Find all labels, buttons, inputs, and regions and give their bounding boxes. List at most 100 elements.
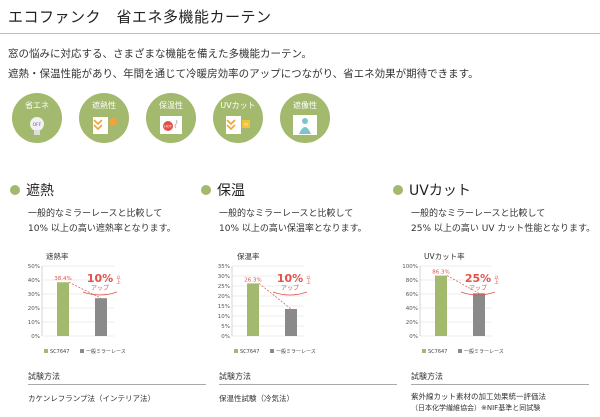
section-heading-heat-shield: 遮熱 [26, 183, 54, 199]
y-tick-label: 50% [28, 264, 40, 270]
feature-heat-shield: 遮熱性 [79, 93, 129, 143]
method-divider [219, 384, 397, 385]
method-title: 試験方法 [411, 372, 443, 381]
feature-uv-cut: UVカット UV [213, 93, 263, 143]
legend-swatch [44, 349, 48, 353]
comparison-line [446, 275, 480, 294]
method-title: 試験方法 [28, 372, 60, 381]
badge-sub: アップ [281, 285, 299, 292]
feature-label: 保温性 [159, 101, 183, 110]
legend-swatch [80, 349, 84, 353]
y-tick-label: 35% [218, 264, 230, 270]
comparison-line [68, 281, 102, 299]
y-tick-label: 15% [218, 304, 230, 310]
y-tick-label: 0% [221, 334, 230, 340]
badge-sub: アップ [91, 285, 109, 292]
chart-rate-label: UVカット率 [424, 252, 465, 261]
badge-sub: アップ [469, 285, 487, 292]
feature-heat-keep: 保温性 HOT [146, 93, 196, 143]
section-heading-uv-cut: UVカット [409, 183, 471, 199]
legend-label: 一般ミラーレース [86, 348, 126, 355]
legend-label: SC7647 [428, 349, 447, 355]
heat-keep-chart: 35%30%25%20%15%10%5%0%26.3% 10% 以上アップSC764… [218, 264, 316, 355]
page-title: エコファンク 省エネ多機能カーテン [8, 8, 272, 26]
feature-privacy: 遮像性 [280, 93, 330, 143]
method-text: カケンレフランプ法（インテリア法） [28, 394, 156, 403]
bar-sc7647 [247, 283, 259, 336]
y-tick-label: 5% [221, 324, 230, 330]
y-tick-label: 40% [28, 278, 40, 284]
data-label: 38.4% [54, 276, 71, 282]
y-tick-label: 0% [31, 334, 40, 340]
y-tick-label: 30% [218, 274, 230, 280]
method-divider [411, 384, 589, 385]
y-tick-label: 100% [402, 264, 418, 270]
uv-cut-icon: UV [226, 116, 250, 134]
bar-sc7647 [57, 282, 69, 336]
badge-value: 10% [277, 272, 303, 285]
bulb-off-icon: OFF [30, 117, 44, 135]
y-tick-label: 10% [28, 320, 40, 326]
feature-energy-saving: 省エネ OFF [12, 93, 62, 143]
y-tick-label: 0% [409, 334, 418, 340]
badge-suffix: 以上 [306, 275, 311, 284]
section-desc: 一般的なミラーレースと比較して [28, 209, 163, 219]
section-bullet [201, 185, 211, 195]
svg-text:HOT: HOT [164, 125, 172, 129]
legend-label: 一般ミラーレース [464, 348, 504, 355]
badge-value: 10% [87, 272, 113, 285]
y-tick-label: 25% [218, 284, 230, 290]
y-tick-label: 20% [28, 306, 40, 312]
section-desc: 10% 以上の高い保温率となります。 [219, 224, 367, 234]
legend-label: 一般ミラーレース [276, 348, 316, 355]
y-tick-label: 40% [406, 306, 418, 312]
svg-text:UV: UV [244, 123, 249, 127]
method-divider [28, 384, 206, 385]
legend-swatch [422, 349, 426, 353]
bar-mirror-lace [285, 309, 297, 336]
y-tick-label: 20% [406, 320, 418, 326]
legend-label: SC7647 [50, 349, 69, 355]
method-text-note: （日本化学繊維協会）※NIF基準と同試験 [411, 404, 541, 412]
bar-mirror-lace [473, 293, 485, 336]
legend-swatch [458, 349, 462, 353]
y-tick-label: 20% [218, 294, 230, 300]
badge-arc [460, 291, 496, 296]
heat-shield-icon [93, 117, 117, 134]
y-tick-label: 60% [406, 292, 418, 298]
feature-label: 遮像性 [293, 101, 317, 110]
section-bullet [393, 185, 403, 195]
data-label: 26.3% [244, 277, 261, 283]
badge-value: 25% [465, 272, 491, 285]
legend-label: SC7647 [240, 349, 259, 355]
section-desc: 10% 以上の高い遮熱率となります。 [28, 224, 176, 234]
badge-suffix: 以上 [494, 275, 499, 284]
svg-text:OFF: OFF [33, 122, 42, 128]
data-label: 86.3% [432, 270, 449, 276]
badge-suffix: 以上 [116, 275, 121, 284]
badge-arc [272, 291, 308, 296]
method-text: 保温性試験（冷気法） [219, 394, 294, 403]
privacy-icon [293, 115, 317, 135]
chart-rate-label: 保温率 [237, 252, 260, 261]
y-tick-label: 80% [406, 278, 418, 284]
intro-text-2: 遮熱・保温性能があり、年間を通じて冷暖房効率のアップにつながり、省エネ効果が期待… [8, 68, 479, 80]
y-tick-label: 30% [28, 292, 40, 298]
section-bullet [10, 185, 20, 195]
chart-rate-label: 遮熱率 [46, 252, 69, 261]
section-heading-heat-keep: 保温 [217, 183, 245, 199]
feature-label: 遮熱性 [92, 101, 116, 110]
y-tick-label: 10% [218, 314, 230, 320]
section-desc: 25% 以上の高い UV カット性能となります。 [411, 224, 596, 234]
bar-sc7647 [435, 275, 447, 336]
legend-swatch [234, 349, 238, 353]
feature-label: 省エネ [25, 101, 49, 110]
title-divider [0, 33, 600, 34]
section-desc: 一般的なミラーレースと比較して [411, 209, 546, 219]
bar-mirror-lace [95, 298, 107, 336]
heat-keep-icon: HOT [160, 116, 182, 134]
method-text: 紫外線カット素材の加工効果統一評価法 [411, 392, 546, 401]
feature-label: UVカット [220, 101, 256, 110]
